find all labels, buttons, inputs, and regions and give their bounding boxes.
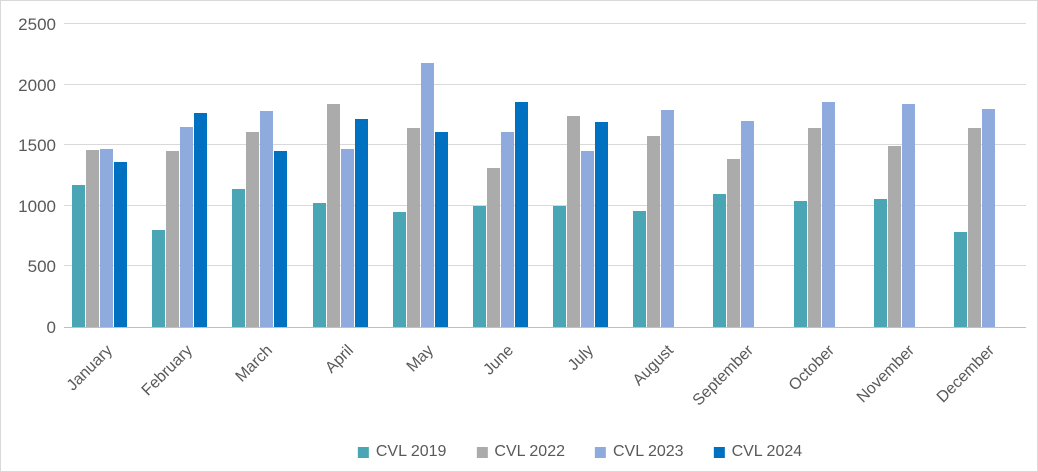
bar-cvl-2019: [392, 211, 406, 327]
bar-cvl-2023: [741, 120, 755, 327]
bar-cvl-2022: [647, 135, 661, 327]
bar-group-july: [553, 116, 609, 327]
y-axis-tick-label: 2500: [18, 15, 56, 34]
bar-cvl-2023: [260, 111, 274, 327]
x-axis-tick-label: October: [785, 342, 838, 395]
bar-cvl-2023: [500, 132, 514, 327]
x-axis-tick-label: August: [629, 342, 678, 390]
bar-cvl-2019: [793, 200, 807, 327]
x-axis-tick-label: March: [232, 342, 277, 386]
bar-cvl-2019: [232, 188, 246, 327]
bar-group-january: [72, 149, 128, 327]
bar-cvl-2019: [873, 198, 887, 327]
bar-cvl-2023: [340, 148, 354, 327]
x-axis-tick-label: June: [480, 342, 517, 379]
x-axis-tick-label: January: [63, 342, 117, 395]
bar-cvl-2022: [887, 146, 901, 327]
y-axis-tick-label: 0: [46, 318, 56, 337]
bar-cvl-2022: [967, 128, 981, 327]
bar-cvl-2019: [713, 193, 727, 327]
x-axis-tick-label: July: [564, 342, 598, 375]
bar-cvl-2024: [354, 119, 368, 327]
bar-cvl-2024: [274, 150, 288, 327]
legend-item-cvl-2019: CVL 2019: [357, 443, 447, 460]
x-axis-tick-label: February: [138, 342, 197, 400]
legend-label: CVL 2022: [494, 443, 565, 460]
bar-cvl-2022: [406, 128, 420, 327]
bar-cvl-2022: [246, 131, 260, 327]
bar-cvl-2019: [152, 230, 166, 327]
bar-cvl-2023: [100, 149, 113, 327]
legend-swatch-icon: [713, 446, 725, 458]
bar-cvl-2024: [434, 131, 448, 327]
y-axis-tick-label: 1500: [18, 136, 56, 156]
x-axis-tick-label: April: [321, 342, 357, 377]
x-axis-tick-label: May: [403, 342, 437, 376]
bar-cvl-2019: [553, 205, 566, 327]
bar-cvl-2024: [194, 113, 208, 327]
bar-group-november: [873, 104, 916, 327]
bar-cvl-2024: [595, 122, 608, 327]
bar-cvl-2019: [633, 211, 647, 327]
x-axis-tick-label: September: [689, 342, 758, 410]
bar-cvl-2019: [472, 205, 486, 327]
bar-cvl-2022: [727, 158, 741, 327]
bar-cvl-2022: [166, 150, 180, 327]
bar-group-december: [953, 109, 996, 327]
legend-item-cvl-2024: CVL 2024: [713, 443, 803, 460]
bar-group-june: [472, 101, 529, 327]
y-axis-tick-label: 2000: [18, 75, 56, 95]
legend: CVL 2019 CVL 2022 CVL 2023 CVL 2024: [357, 443, 803, 460]
legend-item-cvl-2022: CVL 2022: [476, 444, 565, 460]
bar-group-september: [713, 120, 755, 327]
bar-group-august: [633, 110, 675, 327]
x-axis-tick-label: November: [853, 342, 918, 407]
gridline: [64, 204, 1026, 206]
bar-cvl-2023: [581, 151, 594, 327]
legend-swatch-icon: [476, 446, 488, 458]
bar-group-may: [392, 63, 449, 327]
bar-cvl-2024: [514, 101, 528, 327]
bar-cvl-2019: [72, 185, 85, 327]
bar-group-march: [232, 111, 288, 327]
bar-cvl-2022: [807, 128, 821, 327]
bar-cvl-2022: [486, 167, 500, 327]
bar-cvl-2023: [901, 104, 915, 327]
bar-cvl-2023: [661, 110, 675, 327]
gridline: [64, 83, 1026, 85]
bar-cvl-2023: [180, 127, 194, 327]
legend-label: CVL 2019: [375, 443, 447, 460]
x-axis-tick-label: December: [933, 342, 998, 407]
bar-cvl-2019: [953, 232, 967, 327]
y-axis-tick-label: 1000: [18, 196, 56, 216]
bar-cvl-2023: [420, 63, 434, 327]
bar-cvl-2024: [114, 162, 127, 327]
bar-cvl-2019: [312, 203, 326, 327]
legend-item-cvl-2023: CVL 2023: [595, 444, 684, 460]
bar-cvl-2023: [981, 109, 995, 327]
bar-cvl-2023: [821, 101, 835, 327]
legend-swatch-icon: [595, 446, 606, 458]
bar-cvl-2022: [567, 116, 580, 327]
legend-label: CVL 2023: [613, 443, 684, 460]
bar-group-april: [312, 104, 369, 327]
bar-group-february: [152, 113, 208, 327]
gridline: [64, 265, 1026, 267]
legend-swatch-icon: [357, 446, 369, 458]
bar-cvl-2022: [86, 150, 99, 327]
x-axis-line: [64, 327, 1026, 328]
bar-group-october: [793, 101, 836, 327]
plot-area: [64, 23, 1026, 328]
legend-label: CVL 2024: [731, 443, 803, 460]
bar-cvl-2022: [326, 104, 340, 327]
y-axis-tick-label: 500: [27, 257, 56, 277]
gridline: [64, 23, 1026, 24]
gridline: [64, 144, 1026, 146]
